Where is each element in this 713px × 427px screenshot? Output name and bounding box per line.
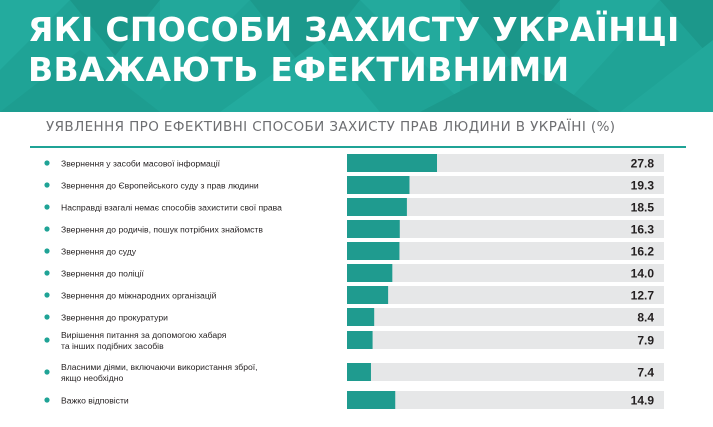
bar-track [347, 220, 664, 238]
category-label: Звернення до міжнародних організацій [61, 291, 217, 301]
category-label: Звернення до прокуратури [61, 313, 168, 323]
bar [347, 176, 410, 194]
bar [347, 308, 375, 326]
bullet-icon [44, 270, 50, 276]
bar-track [347, 391, 664, 409]
category-label: Власними діями, включаючи використання з… [61, 362, 258, 372]
category-label: Важко відповісти [61, 396, 129, 406]
category-label: Звернення до родичів, пошук потрібних зн… [61, 225, 263, 235]
header-pattern [0, 0, 713, 112]
category-label: Звернення до Європейського суду з прав л… [61, 181, 259, 191]
category-label: Вирішення питання за допомогою хабаря [61, 330, 227, 340]
bar-track [347, 363, 664, 381]
bullet-icon [44, 397, 50, 403]
page-title: ЯКІ СПОСОБИ ЗАХИСТУ УКРАЇНЦІ ВВАЖАЮТЬ ЕФ… [28, 10, 680, 90]
category-label: Звернення у засоби масової інформації [61, 159, 221, 169]
data-label: 7.9 [637, 334, 654, 348]
title-line-2: ВВАЖАЮТЬ ЕФЕКТИВНИМИ [28, 50, 570, 89]
bullet-icon [44, 292, 50, 298]
data-label: 19.3 [631, 179, 655, 193]
title-divider [30, 146, 686, 148]
bullet-icon [44, 204, 50, 210]
bullet-icon [44, 369, 50, 375]
data-label: 14.0 [631, 267, 655, 281]
data-label: 16.2 [631, 245, 655, 259]
category-label: Насправді взагалі немає способів захисти… [61, 203, 282, 213]
bar-track [347, 198, 664, 216]
category-label: та інших подібних засобів [61, 341, 164, 351]
chart-title: УЯВЛЕННЯ ПРО ЕФЕКТИВНІ СПОСОБИ ЗАХИСТУ П… [46, 119, 616, 135]
bullet-icon [44, 248, 50, 254]
data-label: 27.8 [631, 157, 655, 171]
bar-track [347, 242, 664, 260]
title-line-1: ЯКІ СПОСОБИ ЗАХИСТУ УКРАЇНЦІ [28, 10, 680, 49]
bullet-icon [44, 314, 50, 320]
bar-track [347, 264, 664, 282]
bullet-icon [44, 160, 50, 166]
data-label: 14.9 [631, 394, 655, 408]
data-label: 8.4 [637, 311, 654, 325]
bar [347, 286, 389, 304]
bullet-icon [44, 182, 50, 188]
category-label: Звернення до поліції [61, 269, 144, 279]
bar [347, 331, 373, 349]
bar-track [347, 176, 664, 194]
bar-track [347, 331, 664, 349]
bar [347, 264, 393, 282]
category-label: якщо необхідно [61, 373, 123, 383]
bar [347, 391, 396, 409]
bullet-icon [44, 226, 50, 232]
bar [347, 363, 371, 381]
data-label: 12.7 [631, 289, 655, 303]
bar [347, 220, 400, 238]
category-label: Звернення до суду [61, 247, 137, 257]
data-label: 18.5 [631, 201, 655, 215]
header-banner: ЯКІ СПОСОБИ ЗАХИСТУ УКРАЇНЦІ ВВАЖАЮТЬ ЕФ… [0, 0, 713, 112]
bar [347, 154, 437, 172]
bar-track [347, 286, 664, 304]
bar [347, 242, 400, 260]
data-label: 16.3 [631, 223, 655, 237]
data-label: 7.4 [637, 366, 654, 380]
bar [347, 198, 407, 216]
bar-track [347, 308, 664, 326]
bullet-icon [44, 337, 50, 343]
